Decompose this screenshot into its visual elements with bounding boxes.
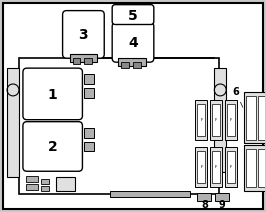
Text: 5: 5: [128, 8, 138, 22]
Bar: [26, 184, 38, 190]
FancyBboxPatch shape: [112, 5, 154, 25]
Bar: [73, 58, 80, 64]
Bar: [225, 148, 237, 187]
Text: 8: 8: [201, 200, 208, 210]
Bar: [227, 151, 235, 183]
Bar: [244, 145, 266, 191]
Bar: [210, 148, 222, 187]
Text: 9: 9: [219, 200, 226, 210]
Bar: [41, 186, 49, 191]
Bar: [197, 193, 211, 201]
Bar: [246, 96, 256, 139]
Bar: [7, 68, 19, 177]
Bar: [258, 96, 266, 139]
Bar: [118, 58, 146, 66]
Bar: [84, 128, 94, 138]
Text: F: F: [215, 118, 218, 122]
Bar: [197, 104, 205, 135]
Text: F: F: [230, 165, 232, 169]
Bar: [227, 104, 235, 135]
Bar: [84, 74, 94, 84]
Bar: [110, 191, 189, 197]
Bar: [196, 100, 207, 139]
Text: F: F: [230, 118, 232, 122]
FancyBboxPatch shape: [112, 22, 154, 62]
Bar: [214, 68, 226, 172]
Bar: [56, 177, 76, 191]
FancyBboxPatch shape: [63, 11, 104, 58]
FancyBboxPatch shape: [23, 122, 82, 171]
Bar: [41, 179, 49, 184]
FancyBboxPatch shape: [23, 68, 82, 120]
Bar: [196, 148, 207, 187]
Bar: [212, 151, 220, 183]
Bar: [258, 149, 266, 187]
Text: F: F: [200, 165, 203, 169]
Bar: [133, 62, 141, 68]
Text: 6: 6: [232, 87, 243, 107]
Bar: [225, 100, 237, 139]
Bar: [215, 193, 229, 201]
Bar: [26, 176, 38, 182]
Bar: [212, 104, 220, 135]
Bar: [84, 58, 92, 64]
Text: 7: 7: [0, 211, 1, 212]
Text: F: F: [215, 165, 218, 169]
Bar: [197, 151, 205, 183]
Text: 10: 10: [0, 211, 1, 212]
Bar: [121, 62, 129, 68]
Bar: [84, 88, 94, 98]
Bar: [84, 141, 94, 151]
Text: 2: 2: [48, 141, 57, 155]
Text: F: F: [200, 118, 203, 122]
Text: 1: 1: [48, 88, 57, 102]
Bar: [244, 92, 266, 144]
Text: 3: 3: [79, 28, 88, 42]
Text: 4: 4: [128, 36, 138, 50]
Bar: [210, 100, 222, 139]
Bar: [19, 58, 219, 194]
Bar: [69, 54, 97, 62]
Bar: [246, 149, 256, 187]
